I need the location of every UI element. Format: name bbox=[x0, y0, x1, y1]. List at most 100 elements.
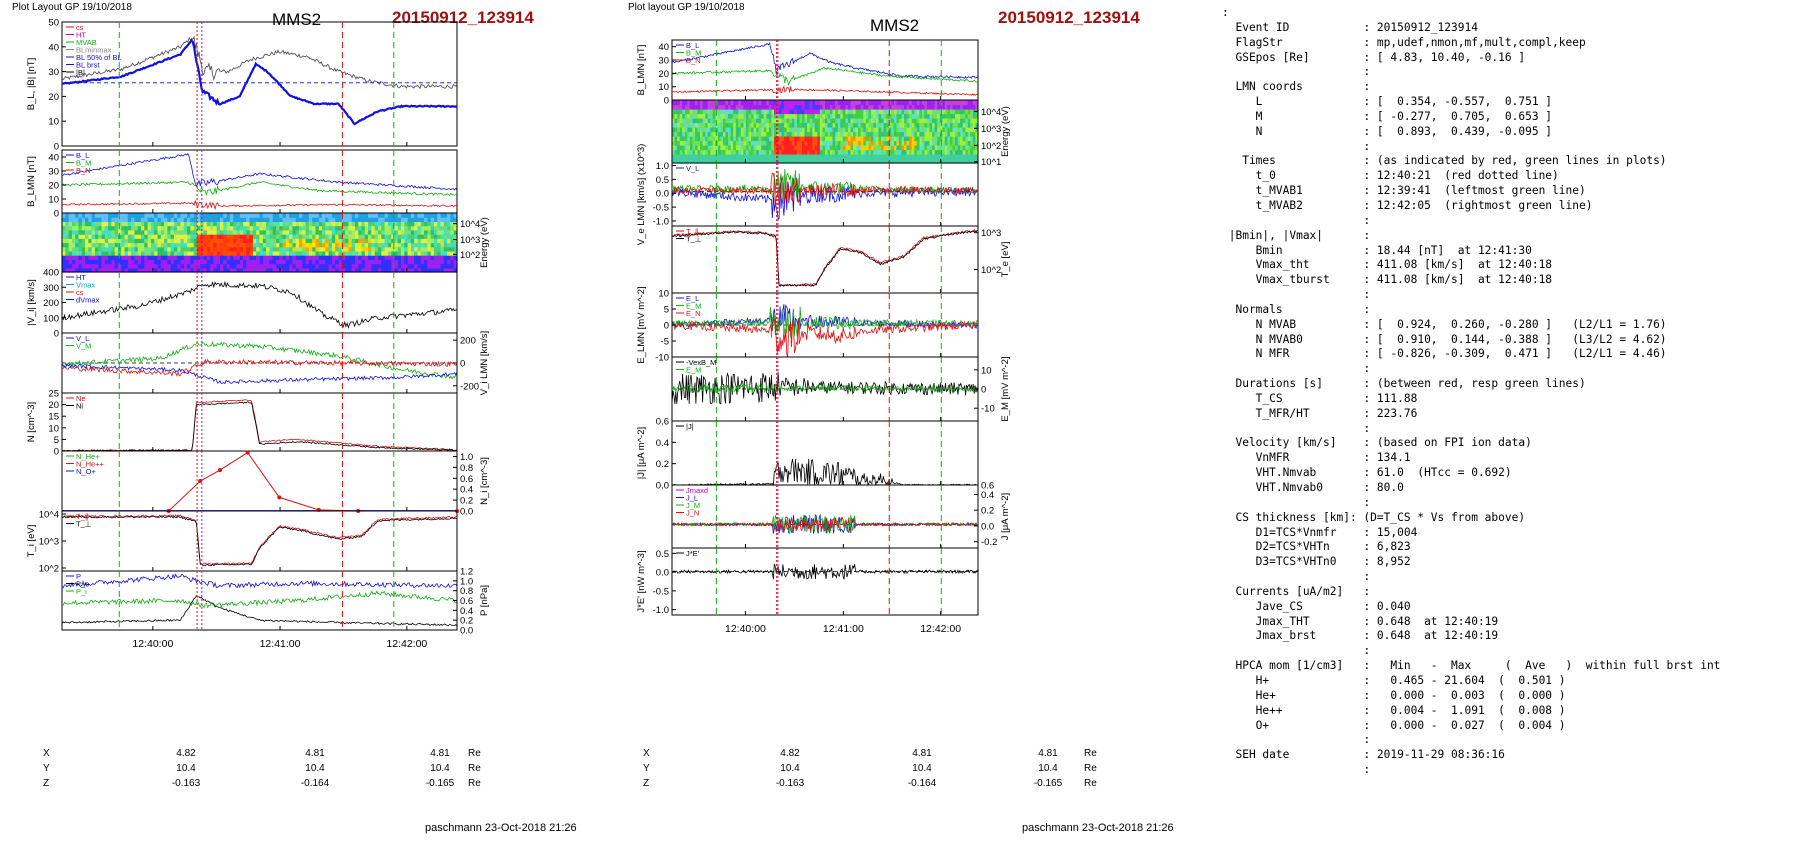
spectrogram-cell bbox=[689, 149, 693, 155]
spectrogram-cell bbox=[193, 255, 198, 260]
spectrogram-cell bbox=[65, 267, 70, 273]
spectrogram-cell bbox=[873, 127, 877, 133]
spectrogram-cell bbox=[738, 104, 742, 110]
spectrogram-cell bbox=[740, 109, 744, 115]
spectrogram-cell bbox=[315, 229, 320, 235]
spectrogram-cell bbox=[91, 213, 96, 218]
spectrogram-cell bbox=[141, 229, 145, 235]
spectrogram-cell bbox=[246, 267, 251, 273]
spectrogram-cell bbox=[791, 158, 795, 164]
legend-entry: B_L bbox=[686, 41, 699, 50]
spectrogram-cell bbox=[784, 100, 788, 106]
spectrogram-cell bbox=[71, 242, 76, 248]
spectrogram-cell bbox=[187, 255, 191, 260]
spectrogram-cell bbox=[677, 109, 681, 115]
spectrogram-cell bbox=[361, 234, 366, 239]
spectrogram-cell bbox=[348, 259, 353, 265]
spectrogram-cell bbox=[972, 118, 976, 124]
spectrogram-cell bbox=[927, 113, 931, 119]
spectrogram-cell bbox=[776, 109, 780, 115]
spectrogram-cell bbox=[725, 104, 729, 110]
spectrogram-cell bbox=[911, 149, 915, 155]
spectrogram-cell bbox=[374, 217, 379, 222]
spectrogram-cell bbox=[345, 246, 349, 252]
spectrogram-cell bbox=[687, 145, 691, 151]
spectrogram-cell bbox=[967, 122, 971, 128]
spectrogram-cell bbox=[858, 149, 862, 155]
spectrogram-cell bbox=[949, 113, 953, 119]
y-tick-label: 200 bbox=[43, 298, 59, 309]
spectrogram-cell bbox=[91, 229, 96, 235]
spectrogram-cell bbox=[183, 217, 188, 222]
spectrogram-cell bbox=[190, 255, 195, 260]
spectrogram-cell bbox=[855, 136, 859, 142]
spectrogram-cell bbox=[743, 118, 747, 124]
spectrogram-cell bbox=[960, 104, 964, 110]
spectrogram-cell bbox=[702, 158, 706, 164]
spectrogram-cell bbox=[104, 217, 109, 222]
spectrogram-cell bbox=[832, 104, 836, 110]
spectrogram-cell bbox=[427, 225, 432, 231]
spectrogram-cell bbox=[850, 109, 854, 115]
spectrogram-cell bbox=[883, 131, 887, 137]
spectrogram-cell bbox=[786, 109, 790, 115]
spectrogram-cell bbox=[906, 140, 910, 146]
spectrogram-cell bbox=[193, 221, 198, 227]
spectrogram-cell bbox=[814, 109, 818, 115]
spectrogram-cell bbox=[364, 246, 369, 252]
spectrogram-cell bbox=[738, 145, 742, 151]
spectrogram-cell bbox=[853, 100, 857, 106]
spectrogram-cell bbox=[740, 145, 744, 151]
spectrogram-cell bbox=[328, 234, 333, 239]
spectrogram-cell bbox=[955, 100, 959, 106]
spectrogram-cell bbox=[840, 140, 844, 146]
spectrogram-cell bbox=[239, 246, 244, 252]
spectrogram-cell bbox=[157, 238, 162, 244]
spectrogram-cell bbox=[183, 238, 188, 244]
spectrogram-cell bbox=[952, 149, 956, 155]
spectrogram-cell bbox=[774, 104, 778, 110]
spectrogram-cell bbox=[154, 263, 159, 269]
spectrogram-cell bbox=[325, 221, 330, 227]
spectrogram-cell bbox=[906, 104, 910, 110]
spectrogram-cell bbox=[137, 225, 142, 231]
spectrogram-cell bbox=[758, 145, 762, 151]
spectrogram-cell bbox=[858, 100, 862, 106]
spectrogram-cell bbox=[720, 127, 724, 133]
spectrogram-cell bbox=[170, 259, 175, 265]
spectrogram-cell bbox=[331, 242, 336, 248]
spectrogram-cell bbox=[835, 100, 839, 106]
spectrogram-cell bbox=[308, 259, 313, 265]
spectrogram-cell bbox=[814, 136, 818, 142]
spectrogram-cell bbox=[328, 255, 333, 260]
spectrogram-cell bbox=[348, 242, 353, 248]
spectrogram-cell bbox=[213, 225, 218, 231]
spectrogram-cell bbox=[860, 131, 864, 137]
spectrogram-cell bbox=[756, 100, 760, 106]
spectrogram-cell bbox=[81, 255, 86, 260]
spectrogram-cell bbox=[786, 131, 790, 137]
spectrogram-cell bbox=[674, 131, 678, 137]
y-tick-label: 0 bbox=[664, 321, 669, 332]
spectrogram-cell bbox=[348, 213, 353, 218]
spectrogram-cell bbox=[114, 217, 119, 222]
spectrogram-cell bbox=[121, 267, 126, 273]
spectrogram-cell bbox=[715, 145, 719, 151]
spectrogram-cell bbox=[292, 234, 297, 239]
spectrogram-cell bbox=[200, 234, 205, 239]
spectrogram-cell bbox=[308, 238, 313, 244]
spectrogram-cell bbox=[302, 238, 307, 244]
spectrogram-cell bbox=[832, 158, 836, 164]
panel-frame bbox=[61, 271, 458, 334]
spectrogram-cell bbox=[62, 246, 66, 252]
spectrogram-cell bbox=[437, 259, 442, 265]
spectrogram-cell bbox=[98, 213, 103, 218]
spectrogram-cell bbox=[98, 263, 103, 269]
spectrogram-cell bbox=[315, 267, 320, 273]
spectrogram-cell bbox=[295, 221, 300, 227]
spectrogram-cell bbox=[391, 267, 396, 273]
spectrogram-cell bbox=[730, 149, 734, 155]
spectrogram-cell bbox=[322, 255, 326, 260]
spectrogram-cell bbox=[692, 118, 696, 124]
spectrogram-cell bbox=[916, 158, 920, 164]
